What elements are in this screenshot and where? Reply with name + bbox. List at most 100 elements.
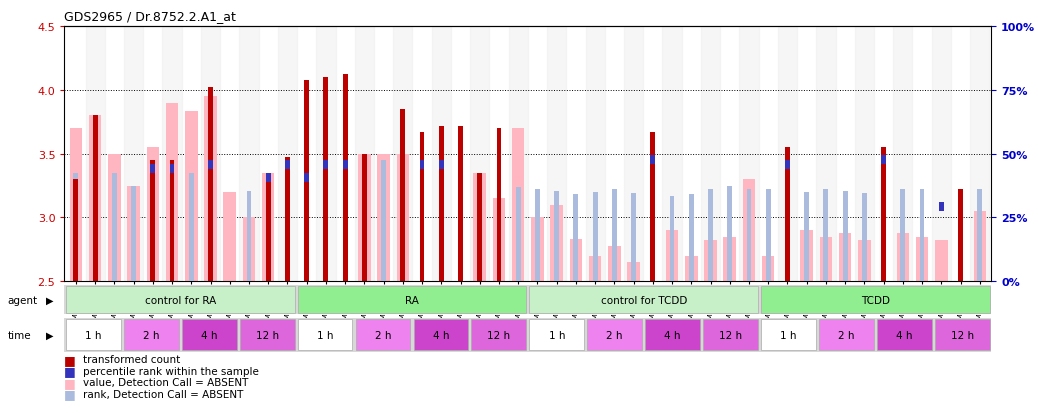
Bar [516,188,521,282]
Bar [916,237,928,282]
Bar [432,27,450,282]
Bar [151,164,156,173]
Bar [108,154,120,282]
Bar [646,319,700,351]
Bar [343,161,348,170]
Bar [166,103,179,282]
Bar [317,27,335,282]
Bar [703,319,758,351]
Bar [247,191,251,282]
Bar [92,173,98,282]
Bar [65,319,120,351]
Bar [401,170,405,282]
Bar [958,190,963,282]
Text: rank, Detection Call = ABSENT: rank, Detection Call = ABSENT [83,389,244,399]
Bar [496,195,501,282]
Bar [324,78,328,282]
Bar [651,156,655,164]
Bar [378,154,390,282]
Text: ■: ■ [64,364,76,377]
Bar [401,110,405,282]
Bar [477,173,482,282]
Bar [509,27,527,282]
Bar [362,154,366,282]
Bar [169,164,174,173]
Bar [877,319,932,351]
Bar [70,129,82,282]
Bar [589,256,601,282]
Bar [761,286,990,313]
Bar [124,27,143,282]
Bar [920,190,925,282]
Bar [439,161,443,170]
Bar [324,161,328,170]
Text: transformed count: transformed count [83,354,181,364]
Bar [728,186,732,282]
Bar [935,319,990,351]
Bar [85,27,105,282]
Bar [651,133,655,282]
Bar [458,173,463,282]
Bar [574,195,578,282]
Text: 12 h: 12 h [719,330,742,340]
Bar [201,27,220,282]
Bar [496,129,501,282]
Bar [89,116,102,282]
Bar [900,190,905,282]
Bar [631,194,636,282]
Bar [819,319,874,351]
Bar [746,190,752,282]
Bar [843,191,848,282]
Bar [894,27,912,282]
Text: percentile rank within the sample: percentile rank within the sample [83,366,258,376]
Bar [208,88,213,282]
Bar [131,186,136,282]
Bar [208,161,213,170]
Bar [785,161,790,170]
Text: 1 h: 1 h [548,330,565,340]
Bar [477,180,482,282]
Bar [535,190,540,282]
Bar [935,241,948,282]
Text: ■: ■ [64,353,76,366]
Bar [593,192,598,282]
Text: 4 h: 4 h [664,330,681,340]
Bar [743,180,756,282]
Bar [169,161,174,282]
Bar [685,256,698,282]
Text: 4 h: 4 h [433,330,449,340]
Text: 2 h: 2 h [606,330,623,340]
Bar [670,196,675,282]
Bar [858,241,871,282]
Bar [608,246,621,282]
Bar [785,148,790,282]
Bar [881,156,886,164]
Bar [146,148,159,282]
Bar [529,319,584,351]
Bar [978,190,982,282]
Bar [298,319,353,351]
Bar [512,129,524,282]
Bar [854,27,874,282]
Bar [92,116,98,282]
Bar [971,27,989,282]
Bar [701,27,720,282]
Text: TCDD: TCDD [861,295,890,305]
Text: ▶: ▶ [46,330,53,340]
Bar [612,190,617,282]
Bar [470,27,489,282]
Bar [839,233,851,282]
Text: time: time [7,330,31,340]
Bar [204,97,217,282]
Text: ■: ■ [64,376,76,389]
Bar [413,319,468,351]
Bar [723,237,736,282]
Bar [358,154,371,282]
Bar [381,161,386,282]
Bar [298,286,526,313]
Bar [419,161,425,170]
Bar [958,195,963,282]
Bar [897,233,909,282]
Bar [585,27,605,282]
Text: 12 h: 12 h [951,330,974,340]
